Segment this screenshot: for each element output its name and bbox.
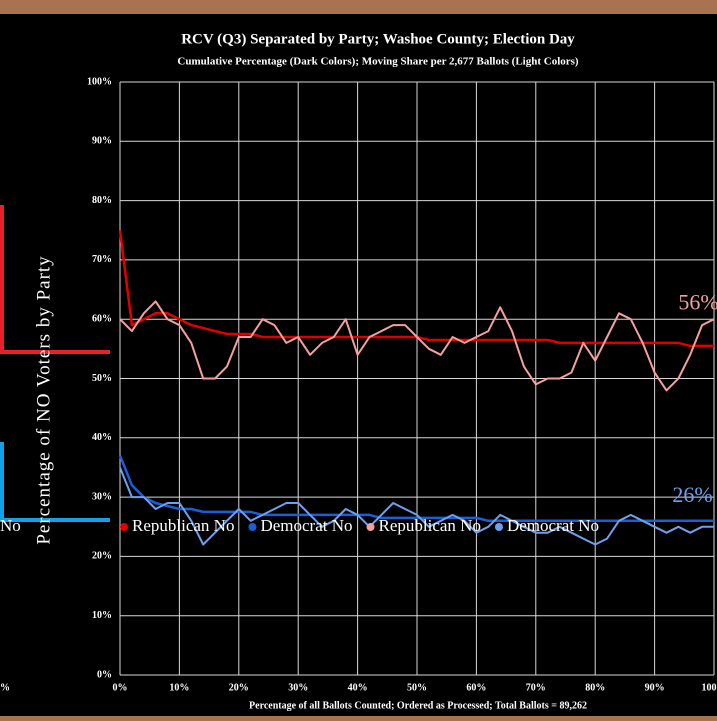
annotation: 26% xyxy=(672,482,712,507)
y-tick-label: 30% xyxy=(92,491,112,502)
x-tick-label: 90% xyxy=(645,682,665,693)
x-tick-label: 0% xyxy=(113,682,128,693)
y-tick-label: 80% xyxy=(92,195,112,206)
legend-marker xyxy=(248,523,257,531)
x-tick-label: 10% xyxy=(169,682,189,693)
legend-label: Republican No xyxy=(132,516,234,535)
cropped-red-marker xyxy=(0,205,110,354)
x-tick-label: 70% xyxy=(526,682,546,693)
y-tick-label: 50% xyxy=(92,373,112,384)
legend-marker xyxy=(120,523,128,531)
top-border xyxy=(0,0,717,14)
x-tick-label: 60% xyxy=(466,682,486,693)
series-line xyxy=(119,300,715,392)
legend-marker xyxy=(366,523,375,531)
cropped-blue-marker xyxy=(0,442,110,522)
x-tick-label: 30% xyxy=(288,682,308,693)
cropped-text: % xyxy=(0,682,10,693)
x-tick-label: 100% xyxy=(702,682,717,693)
x-axis-label: Percentage of all Ballots Counted; Order… xyxy=(249,700,587,711)
chart-subtitle: Cumulative Percentage (Dark Colors); Mov… xyxy=(177,56,578,68)
x-tick-label: 40% xyxy=(348,682,368,693)
legend-label: Democrat No xyxy=(507,516,599,535)
x-tick-label: 80% xyxy=(585,682,605,693)
cropped-text: No xyxy=(0,516,21,535)
legend-label: Democrat No xyxy=(260,516,352,535)
legend-marker xyxy=(494,523,503,531)
y-tick-label: 40% xyxy=(92,432,112,443)
y-tick-label: 20% xyxy=(92,551,112,562)
y-axis-label: Percentage of NO Voters by Party xyxy=(33,255,54,544)
series-line xyxy=(118,455,714,523)
chart-title: RCV (Q3) Separated by Party; Washoe Coun… xyxy=(181,31,575,47)
x-tick-label: 50% xyxy=(407,682,427,693)
annotation: 56% xyxy=(678,289,717,314)
y-tick-label: 60% xyxy=(92,313,112,324)
y-tick-label: 0% xyxy=(97,669,112,680)
series-line xyxy=(119,467,714,546)
y-tick-label: 100% xyxy=(87,76,112,87)
y-tick-label: 70% xyxy=(92,254,112,265)
legend-label: Republican No xyxy=(379,516,481,535)
y-tick-label: 10% xyxy=(92,610,112,621)
y-tick-label: 90% xyxy=(92,136,112,147)
x-tick-label: 20% xyxy=(229,682,249,693)
bottom-border xyxy=(0,716,717,721)
